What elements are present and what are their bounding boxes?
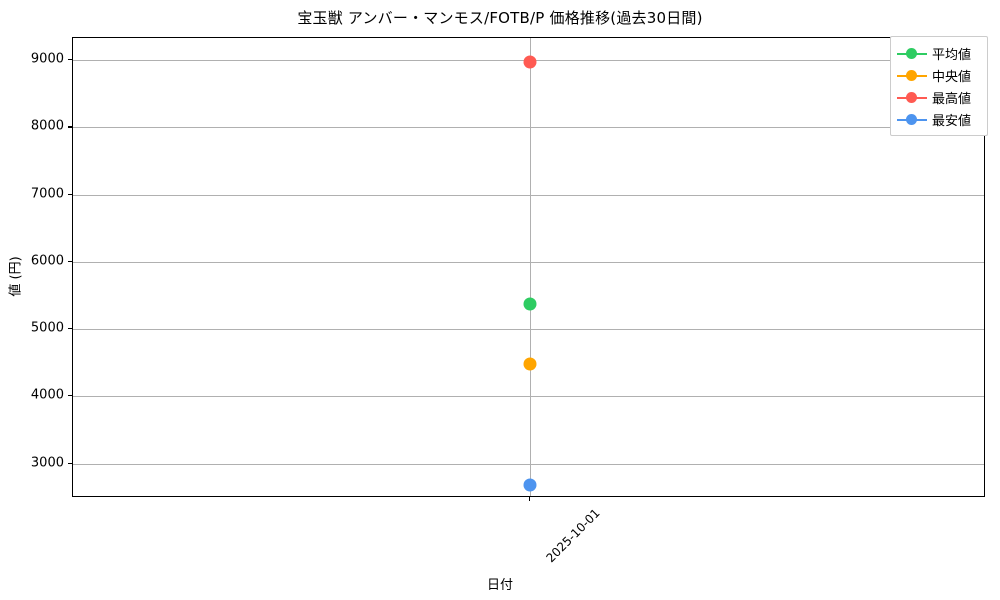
gridline-horizontal xyxy=(73,396,984,398)
chart-title: 宝玉獣 アンバー・マンモス/FOTB/P 価格推移(過去30日間) xyxy=(297,9,703,27)
legend-label: 平均値 xyxy=(932,47,972,63)
gridline-horizontal xyxy=(73,463,984,465)
y-axis-tick-mark xyxy=(68,395,72,397)
y-axis-tick-label: 9000 xyxy=(30,51,64,67)
legend-item-中央値[interactable]: 中央値 xyxy=(891,64,987,86)
y-axis-tick-label: 5000 xyxy=(30,320,64,336)
y-axis-tick-mark xyxy=(68,193,72,195)
y-axis-tick-label: 3000 xyxy=(30,455,64,471)
x-axis-label: 日付 xyxy=(486,578,513,593)
legend-label: 中央値 xyxy=(932,69,972,85)
y-axis-label: 値 (円) xyxy=(8,256,24,297)
y-axis-tick-mark xyxy=(68,328,72,330)
gridline-vertical xyxy=(529,38,531,496)
gridline-horizontal xyxy=(73,194,984,196)
x-axis-tick-label: 2025-10-01 xyxy=(542,506,603,566)
legend-item-最安値[interactable]: 最安値 xyxy=(891,108,987,130)
legend-marker-icon xyxy=(897,91,927,104)
legend-label: 最安値 xyxy=(932,113,972,129)
gridline-horizontal xyxy=(73,127,984,129)
y-axis-tick-mark xyxy=(68,260,72,262)
gridline-horizontal xyxy=(73,261,984,263)
y-axis-tick-mark xyxy=(68,126,72,128)
x-axis-tick-mark xyxy=(528,497,530,501)
data-point-最安値 xyxy=(523,478,536,492)
legend-label: 最高値 xyxy=(932,91,972,107)
y-axis-tick-label: 8000 xyxy=(30,118,64,134)
plot-area xyxy=(72,37,985,497)
y-axis-tick-label: 6000 xyxy=(30,253,64,269)
legend-marker-icon xyxy=(897,113,927,126)
y-axis-tick-mark xyxy=(68,462,72,464)
legend-item-平均値[interactable]: 平均値 xyxy=(891,42,987,64)
gridline-horizontal xyxy=(73,329,984,331)
y-axis-tick-mark xyxy=(68,59,72,61)
legend-marker-icon xyxy=(897,69,927,82)
data-point-最高値 xyxy=(523,55,536,69)
y-axis-tick-label: 7000 xyxy=(30,186,64,202)
y-axis-tick-label: 4000 xyxy=(30,387,64,403)
data-point-平均値 xyxy=(523,297,536,311)
legend-item-最高値[interactable]: 最高値 xyxy=(891,86,987,108)
legend-marker-icon xyxy=(897,47,927,60)
data-point-中央値 xyxy=(523,357,536,371)
chart-legend: 平均値中央値最高値最安値 xyxy=(890,36,988,136)
